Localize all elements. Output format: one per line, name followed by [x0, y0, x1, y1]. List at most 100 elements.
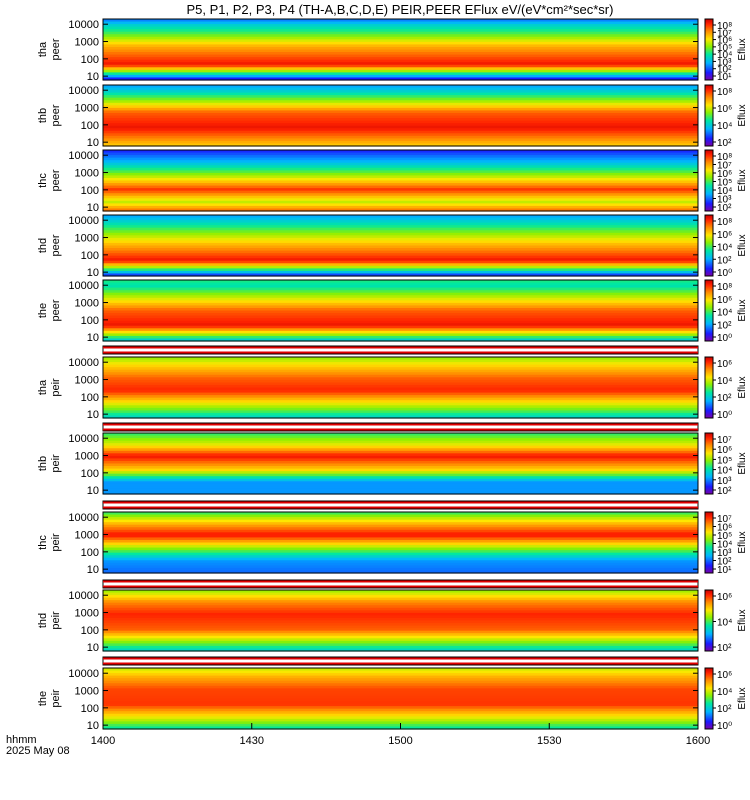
energy-band	[103, 597, 698, 601]
energy-band	[103, 253, 698, 257]
y-tick-label: 10000	[68, 19, 99, 31]
energy-band	[103, 26, 698, 30]
panel-frame	[102, 511, 699, 574]
energy-band	[103, 673, 698, 677]
energy-band	[103, 382, 698, 386]
energy-band	[103, 645, 698, 650]
y-tick-label: 100	[81, 625, 99, 637]
separator-box	[102, 579, 699, 589]
energy-band	[103, 407, 698, 411]
colorbar-tick-label: 10⁸	[717, 87, 732, 98]
energy-band	[103, 208, 698, 212]
panel-probe-label: tha	[37, 41, 49, 57]
panel-probe-label: the	[37, 303, 49, 318]
x-axis-label: hhmm	[6, 734, 37, 746]
colorbar-label: Eflux	[737, 169, 748, 191]
energy-band	[103, 300, 698, 304]
colorbar-tick-label: 10⁸	[717, 217, 732, 228]
energy-band	[103, 602, 698, 606]
colorbar-tick-label: 10⁵	[717, 43, 732, 54]
colorbar-label: Eflux	[737, 687, 748, 709]
energy-band	[103, 539, 698, 544]
energy-band	[103, 215, 698, 219]
y-tick-label: 10000	[68, 433, 99, 445]
energy-band	[103, 412, 698, 417]
colorbar-gradient	[704, 511, 714, 574]
colorbar-tick-label: 10⁷	[717, 28, 732, 39]
colorbar-gradient	[704, 214, 714, 277]
colorbar-tick-label: 10⁵	[717, 531, 732, 542]
energy-band	[103, 180, 698, 184]
energy-band	[103, 220, 698, 224]
energy-band	[103, 297, 698, 301]
energy-band	[103, 157, 698, 161]
energy-band	[103, 590, 698, 594]
colorbar-tick-label: 10⁸	[717, 152, 732, 163]
separator-box	[102, 500, 699, 510]
energy-band	[103, 152, 698, 156]
energy-band	[103, 512, 698, 516]
energy-band	[103, 123, 698, 127]
energy-band	[103, 85, 698, 89]
energy-band	[103, 522, 698, 526]
energy-band	[103, 519, 698, 523]
y-tick-label: 10	[87, 137, 99, 149]
energy-band	[103, 44, 698, 48]
energy-band	[103, 230, 698, 234]
panel-probe-label: thd	[37, 613, 49, 628]
energy-band	[103, 260, 698, 264]
spectrogram-bands	[103, 150, 698, 212]
energy-band	[103, 167, 698, 171]
energy-band	[103, 565, 698, 569]
energy-band	[103, 359, 698, 363]
energy-band	[103, 718, 698, 722]
energy-band	[103, 633, 698, 637]
energy-band	[103, 668, 698, 672]
colorbar: 10² 10⁴ 10⁶ 10⁸ Eflux	[704, 84, 748, 149]
colorbar-tick-label: 10⁴	[717, 540, 732, 551]
energy-band	[103, 721, 698, 725]
energy-band	[103, 273, 698, 277]
spectrogram-bands	[103, 85, 698, 147]
energy-band	[103, 255, 698, 259]
colorbar-label: Eflux	[737, 299, 748, 321]
colorbar-tick-label: 10⁰	[717, 268, 732, 279]
colorbar-label: Eflux	[737, 452, 748, 474]
energy-band	[103, 364, 698, 368]
colorbar-tick-label: 10⁴	[717, 186, 732, 197]
energy-band	[103, 100, 698, 104]
energy-band	[103, 670, 698, 674]
energy-band	[103, 703, 698, 707]
y-tick-label: 1000	[75, 608, 99, 620]
colorbar-tick-label: 10²	[717, 557, 732, 568]
colorbar-tick-label: 10⁶	[717, 592, 732, 603]
energy-band	[103, 222, 698, 226]
energy-band	[103, 628, 698, 632]
colorbar-label: Eflux	[737, 376, 748, 398]
energy-band	[103, 685, 698, 689]
energy-band	[103, 701, 698, 705]
energy-band	[103, 270, 698, 275]
y-tick-label: 100	[81, 315, 99, 327]
energy-band	[103, 415, 698, 419]
energy-band	[103, 524, 698, 528]
y-tick-label: 10	[87, 485, 99, 497]
energy-band	[103, 678, 698, 682]
colorbar-gradient	[704, 84, 714, 147]
colorbar-tick-label: 10⁵	[717, 455, 732, 466]
energy-band	[103, 150, 698, 154]
energy-band	[103, 491, 698, 495]
energy-band	[103, 433, 698, 437]
colorbar-gradient	[704, 589, 714, 652]
y-tick-label: 100	[81, 468, 99, 480]
colorbar-tick-label: 10⁷	[717, 161, 732, 172]
y-tick-label: 10	[87, 267, 99, 279]
energy-band	[103, 46, 698, 51]
energy-band	[103, 534, 698, 539]
energy-band	[103, 140, 698, 145]
energy-band	[103, 310, 698, 314]
energy-band	[103, 69, 698, 73]
panel-probe-label: thb	[37, 108, 49, 123]
